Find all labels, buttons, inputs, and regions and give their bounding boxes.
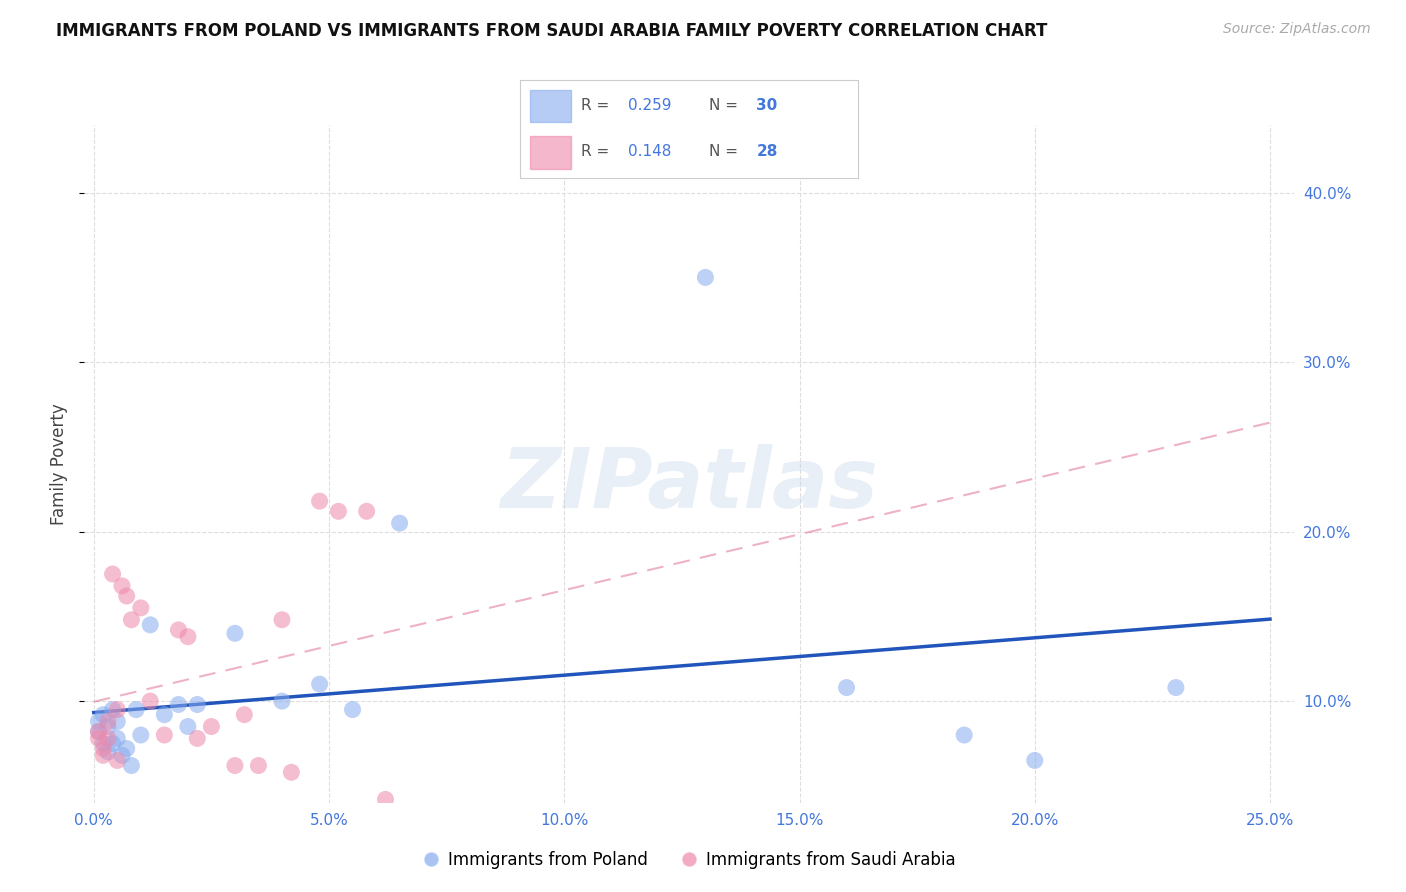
- Point: [101, 737, 124, 751]
- Point: [374, 792, 396, 806]
- Y-axis label: Family Poverty: Family Poverty: [51, 403, 69, 524]
- Text: N =: N =: [709, 145, 742, 160]
- Point: [87, 724, 110, 739]
- Text: R =: R =: [581, 145, 614, 160]
- Point: [200, 719, 222, 733]
- Point: [328, 504, 350, 518]
- Point: [120, 758, 142, 772]
- Point: [695, 270, 717, 285]
- Point: [1164, 681, 1187, 695]
- Point: [91, 737, 114, 751]
- Point: [356, 504, 378, 518]
- Point: [87, 724, 110, 739]
- Text: 0.148: 0.148: [628, 145, 672, 160]
- Point: [105, 753, 128, 767]
- Point: [186, 698, 208, 712]
- Point: [125, 703, 148, 717]
- Point: [308, 677, 330, 691]
- Point: [91, 748, 114, 763]
- Point: [247, 758, 270, 772]
- Point: [139, 617, 162, 632]
- Point: [953, 728, 976, 742]
- Point: [91, 741, 114, 756]
- Point: [388, 516, 411, 530]
- Point: [129, 601, 152, 615]
- Text: Source: ZipAtlas.com: Source: ZipAtlas.com: [1223, 22, 1371, 37]
- Point: [139, 694, 162, 708]
- Point: [87, 714, 110, 729]
- Text: R =: R =: [581, 98, 614, 113]
- Bar: [530, 90, 571, 122]
- Bar: [530, 136, 571, 169]
- Point: [91, 707, 114, 722]
- Point: [105, 714, 128, 729]
- Point: [177, 719, 200, 733]
- Point: [271, 694, 294, 708]
- Point: [97, 714, 120, 729]
- Point: [129, 728, 152, 742]
- Point: [120, 613, 142, 627]
- Point: [167, 623, 190, 637]
- Point: [111, 748, 134, 763]
- Point: [224, 758, 246, 772]
- Point: [308, 494, 330, 508]
- Point: [177, 630, 200, 644]
- Point: [1024, 753, 1046, 767]
- Text: 30: 30: [756, 98, 778, 113]
- Point: [271, 613, 294, 627]
- Point: [105, 731, 128, 746]
- Legend: Immigrants from Poland, Immigrants from Saudi Arabia: Immigrants from Poland, Immigrants from …: [416, 845, 962, 876]
- Text: N =: N =: [709, 98, 742, 113]
- Point: [97, 745, 120, 759]
- Point: [115, 741, 138, 756]
- Point: [111, 579, 134, 593]
- Point: [153, 728, 176, 742]
- Point: [186, 731, 208, 746]
- Text: ZIPatlas: ZIPatlas: [501, 443, 877, 524]
- Point: [115, 589, 138, 603]
- Point: [101, 567, 124, 582]
- Point: [280, 765, 302, 780]
- Point: [167, 698, 190, 712]
- Point: [101, 703, 124, 717]
- Point: [97, 731, 120, 746]
- Point: [153, 707, 176, 722]
- Text: IMMIGRANTS FROM POLAND VS IMMIGRANTS FROM SAUDI ARABIA FAMILY POVERTY CORRELATIO: IMMIGRANTS FROM POLAND VS IMMIGRANTS FRO…: [56, 22, 1047, 40]
- Text: 28: 28: [756, 145, 778, 160]
- Point: [87, 731, 110, 746]
- Point: [835, 681, 858, 695]
- Point: [233, 707, 256, 722]
- Text: 0.259: 0.259: [628, 98, 672, 113]
- Point: [105, 703, 128, 717]
- Point: [342, 703, 364, 717]
- Point: [224, 626, 246, 640]
- Point: [97, 719, 120, 733]
